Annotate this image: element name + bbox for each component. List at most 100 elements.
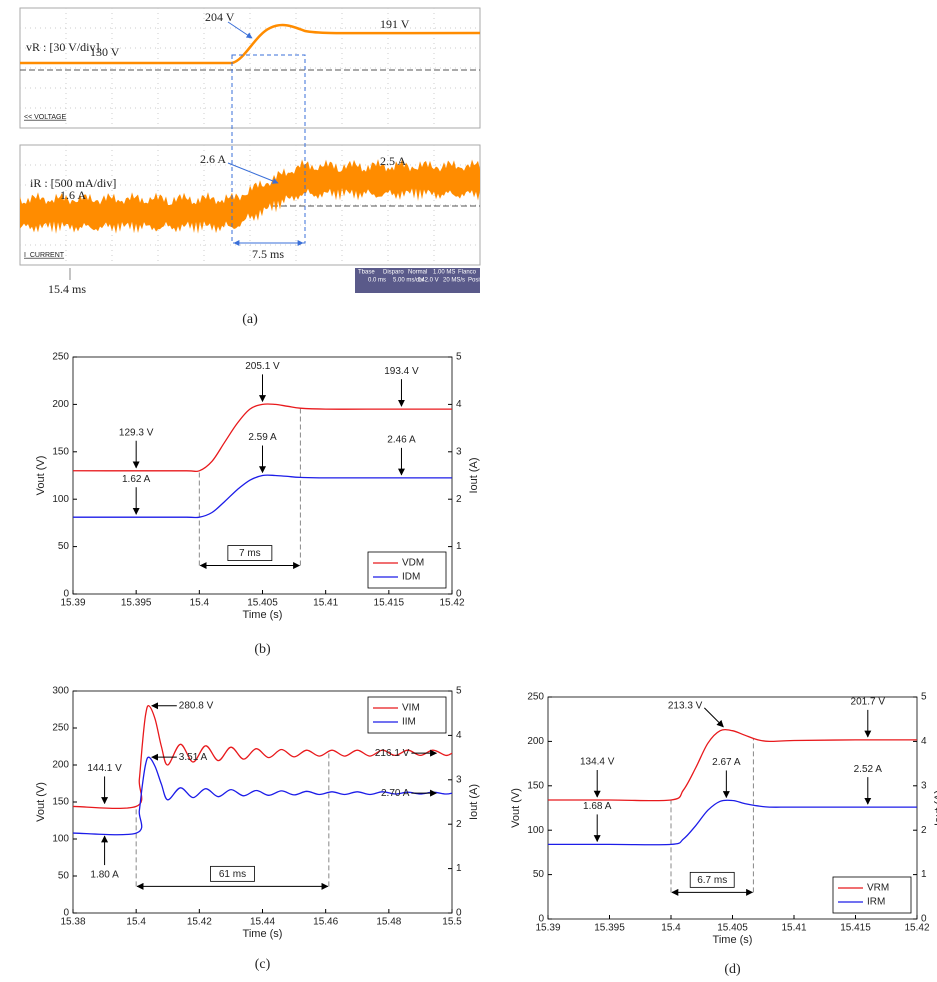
span-label: 6.7 ms	[697, 875, 727, 886]
x-axis-label: Time (s)	[713, 934, 753, 946]
x-tick-label: 15.44	[250, 917, 275, 928]
x-tick-label: 15.405	[247, 598, 278, 609]
annotation: 2.67 A	[712, 757, 741, 768]
scope-label: 130 V	[90, 45, 120, 59]
y2-tick-label: 4	[456, 399, 462, 410]
y2-tick-label: 1	[456, 863, 462, 874]
caption: (d)	[724, 962, 741, 977]
x-tick-label: 15.395	[594, 923, 625, 934]
annotation: 3.51 A	[179, 752, 208, 763]
y2-tick-label: 2	[921, 825, 927, 836]
figure: 204 V 191 V vR : [30 V/div]130 V << VOLTAGE…	[0, 0, 937, 982]
y2-axis-label: Iout (A)	[468, 457, 480, 493]
annotation: 1.62 A	[122, 474, 151, 485]
y-tick-label: 150	[52, 797, 69, 808]
scope-label: << VOLTAGE	[24, 114, 66, 121]
annotation: 2.52 A	[854, 764, 883, 775]
scope-label: 15.4 ms	[48, 282, 86, 296]
y2-tick-label: 3	[921, 780, 927, 791]
span-label: 7 ms	[239, 548, 261, 559]
x-tick-label: 15.4	[661, 923, 681, 934]
status-text: Disparo	[383, 270, 404, 276]
y-tick-label: 100	[52, 834, 69, 845]
x-tick-label: 15.4	[190, 598, 210, 609]
annotation: 213.3 V	[668, 700, 703, 711]
caption: (a)	[242, 312, 258, 327]
y2-tick-label: 0	[921, 914, 927, 925]
status-text: Normal	[408, 270, 427, 276]
annotation: 2.59 A	[248, 432, 277, 443]
x-tick-label: 15.415	[840, 923, 871, 934]
y-axis-label: Vout (V)	[35, 782, 47, 822]
y-tick-label: 100	[527, 825, 544, 836]
scope-label: 204 V	[205, 10, 235, 24]
y2-tick-label: 1	[456, 541, 462, 552]
x-tick-label: 15.41	[313, 598, 338, 609]
y2-tick-label: 0	[456, 908, 462, 919]
status-text: 20 MS/s	[443, 278, 465, 284]
annotation: 134.4 V	[580, 757, 615, 768]
caption: (c)	[255, 957, 271, 972]
status-text: Flanco	[458, 270, 477, 276]
annotation: 205.1 V	[245, 361, 280, 372]
scope-label: 1.6 A	[60, 188, 86, 202]
scope-label: 7.5 ms	[252, 247, 284, 261]
y-tick-label: 50	[58, 541, 70, 552]
annotation: 129.3 V	[119, 427, 154, 438]
x-tick-label: 15.415	[374, 598, 405, 609]
scope-label: 2.6 A	[200, 152, 226, 166]
annotation: 2.46 A	[387, 435, 416, 446]
y-tick-label: 150	[527, 780, 544, 791]
span-label: 61 ms	[219, 869, 246, 880]
status-text: 0.0 ms	[368, 278, 386, 284]
x-tick-label: 15.4	[126, 917, 146, 928]
annotation: 201.7 V	[851, 697, 886, 708]
legend-label: VDM	[402, 558, 424, 569]
annotation: 144.1 V	[87, 763, 122, 774]
annotation: 280.8 V	[179, 700, 214, 711]
y-tick-label: 50	[58, 871, 70, 882]
y2-tick-label: 2	[456, 494, 462, 505]
legend-label: IIM	[402, 717, 416, 728]
status-text: Tbase	[358, 270, 375, 276]
legend-label: VRM	[867, 883, 889, 894]
annotation: 1.80 A	[90, 870, 119, 881]
y-tick-label: 250	[527, 692, 544, 703]
x-tick-label: 15.42	[187, 917, 212, 928]
x-tick-label: 15.48	[376, 917, 401, 928]
legend-label: IRM	[867, 897, 885, 908]
scope-label: I_CURRENT	[24, 252, 65, 259]
y2-tick-label: 5	[456, 686, 462, 697]
status-text: Positiva	[468, 278, 490, 284]
annotation: 1.68 A	[583, 801, 612, 812]
y-tick-label: 50	[533, 869, 545, 880]
y-tick-label: 200	[52, 399, 69, 410]
y2-tick-label: 3	[456, 446, 462, 457]
y2-tick-label: 1	[921, 869, 927, 880]
y-tick-label: 200	[52, 760, 69, 771]
scope-label: 2.5 A	[380, 154, 406, 168]
scope-label: vR : [30 V/div]	[26, 40, 99, 54]
y-tick-label: 100	[52, 494, 69, 505]
y-tick-label: 300	[52, 686, 69, 697]
y2-tick-label: 5	[921, 692, 927, 703]
y-tick-label: 200	[527, 736, 544, 747]
legend-label: VIM	[402, 703, 420, 714]
x-axis-label: Time (s)	[243, 928, 283, 940]
y2-tick-label: 0	[456, 589, 462, 600]
y2-tick-label: 5	[456, 352, 462, 363]
status-text: 1.00 MS	[433, 270, 455, 276]
scope-label: 191 V	[380, 17, 410, 31]
caption: (b)	[254, 642, 271, 657]
x-tick-label: 15.395	[121, 598, 152, 609]
y-axis-label: Vout (V)	[510, 788, 522, 828]
y-tick-label: 150	[52, 446, 69, 457]
y-tick-label: 0	[538, 914, 544, 925]
y2-tick-label: 2	[456, 819, 462, 830]
legend-label: IDM	[402, 572, 420, 583]
y2-tick-label: 3	[456, 774, 462, 785]
y-tick-label: 0	[63, 589, 69, 600]
y-tick-label: 0	[63, 908, 69, 919]
annotation: 2.70 A	[381, 788, 410, 799]
y2-tick-label: 4	[456, 730, 462, 741]
